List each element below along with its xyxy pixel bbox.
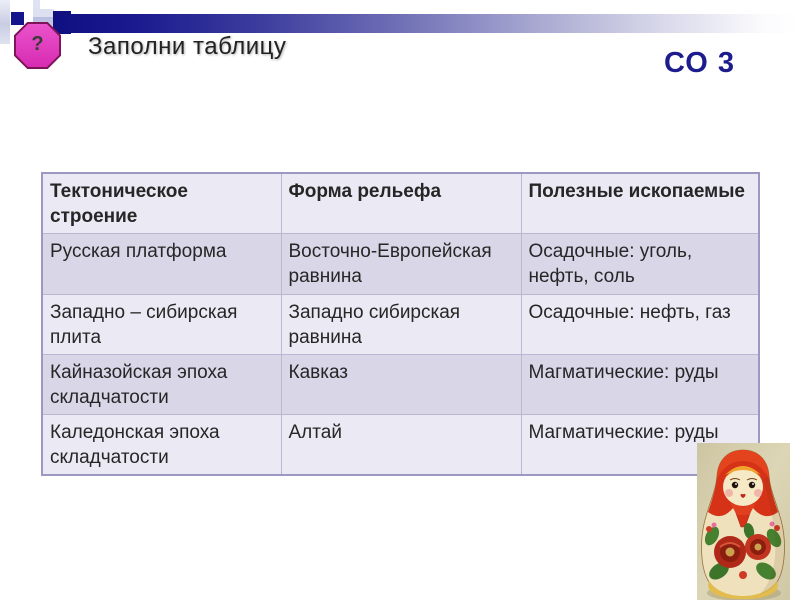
cell-minerals: Магматические: руды	[520, 354, 760, 415]
matryoshka-photo	[697, 443, 790, 600]
decor-navy-square	[11, 12, 24, 25]
cell-relief: Алтай	[280, 414, 522, 476]
cell-minerals: Осадочные: уголь, нефть, соль	[520, 233, 760, 295]
table-row: Кайназойская эпоха складчатости Кавказ М…	[41, 354, 760, 415]
decor-light-strip	[33, 0, 40, 9]
decor-stripe	[0, 0, 10, 44]
table-row: Каледонская эпоха складчатости Алтай Маг…	[41, 414, 760, 476]
cell-minerals: Осадочные: нефть, газ	[520, 294, 760, 355]
cell-tectonic: Кайназойская эпоха складчатости	[41, 354, 282, 415]
slide-title: Заполни таблицу	[88, 33, 287, 60]
cell-relief: Восточно-Европейская равнина	[280, 233, 522, 295]
matryoshka-doll-image	[697, 443, 790, 600]
octagon-icon	[14, 22, 61, 69]
cell-relief: Кавказ	[280, 354, 522, 415]
help-octagon-button[interactable]: ?	[14, 22, 61, 69]
table-header-row: Тектоническое строение Форма рельефа Пол…	[41, 172, 760, 234]
table-row: Русская платформа Восточно-Европейская р…	[41, 233, 760, 295]
header-minerals: Полезные ископаемые	[520, 172, 760, 234]
question-mark: ?	[31, 33, 44, 55]
cell-tectonic: Западно – сибирская плита	[41, 294, 282, 355]
header-tectonic: Тектоническое строение	[41, 172, 282, 234]
corner-label: СО 3	[664, 47, 735, 79]
geology-table: Тектоническое строение Форма рельефа Пол…	[41, 172, 760, 476]
cell-tectonic: Каледонская эпоха складчатости	[41, 414, 282, 476]
cell-tectonic: Русская платформа	[41, 233, 282, 295]
cell-relief: Западно сибирская равнина	[280, 294, 522, 355]
table-row: Западно – сибирская плита Западно сибирс…	[41, 294, 760, 355]
header-relief: Форма рельефа	[280, 172, 522, 234]
title-gradient-bar	[53, 14, 800, 33]
